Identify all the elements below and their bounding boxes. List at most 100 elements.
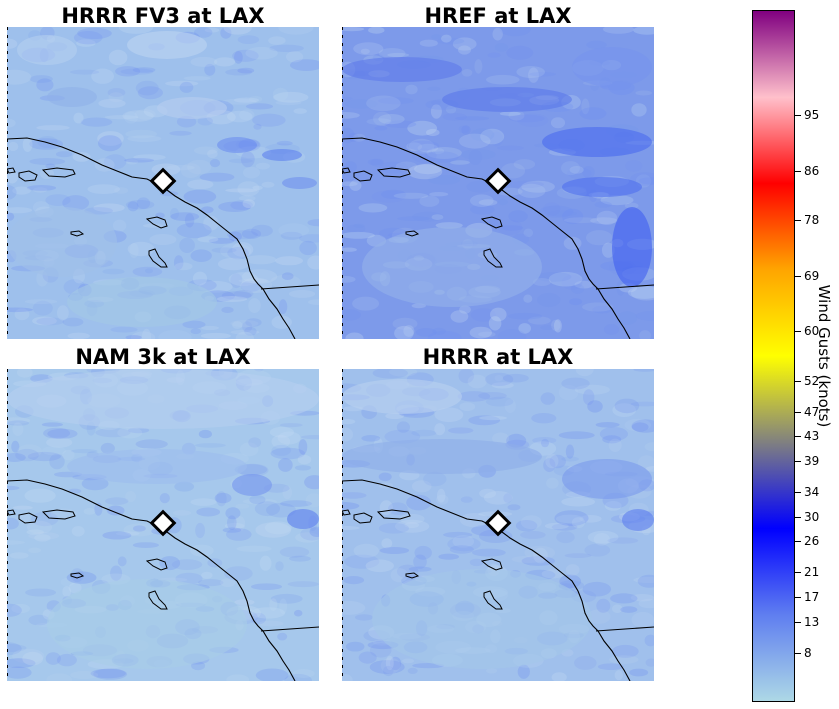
colorbar-tick (795, 621, 801, 623)
panel-title-hrrr: HRRR at LAX (422, 345, 574, 369)
colorbar (752, 10, 795, 702)
island-outline (480, 558, 503, 571)
island-outline (148, 590, 168, 610)
island-outline (483, 248, 503, 268)
island-outline (353, 170, 373, 182)
island-outline (483, 590, 503, 610)
panel-title-hrrr-fv3: HRRR FV3 at LAX (61, 4, 265, 28)
map-panel-nam-3k (7, 369, 319, 681)
wind-gust-patch (47, 579, 247, 669)
wind-gust-patch (562, 459, 652, 499)
island-outline (7, 509, 16, 516)
island-outline (405, 572, 420, 579)
station-marker-diamond (484, 509, 512, 537)
colorbar-tick-label: 21 (804, 565, 820, 580)
coastline (342, 137, 631, 339)
wind-gust-patch (232, 474, 272, 496)
map-panel-hrrr-fv3 (7, 27, 319, 339)
wind-gust-patch (287, 509, 319, 529)
coastline (342, 479, 631, 681)
colorbar-tick-label: 17 (804, 589, 820, 604)
colorbar-tick (795, 220, 801, 222)
island-outline (70, 230, 85, 237)
colorbar-tick-label: 13 (804, 614, 820, 629)
colorbar-tick (795, 436, 801, 438)
wind-gust-patch (127, 31, 207, 59)
map-panel-hrrr (342, 369, 654, 681)
island-outline (7, 167, 16, 174)
wind-gust-patch (622, 509, 654, 531)
colorbar-tick (795, 596, 801, 598)
colorbar-tick (795, 275, 801, 277)
colorbar-tick (795, 652, 801, 654)
panel-title-nam-3k: NAM 3k at LAX (75, 345, 251, 369)
coastline (7, 479, 296, 681)
island-outline (342, 167, 351, 174)
map-panel-href (342, 27, 654, 339)
island-outline (145, 216, 168, 229)
colorbar-tick-label: 47 (804, 404, 820, 419)
wind-gust-patch (542, 127, 652, 157)
island-outline (376, 167, 411, 178)
border-line (595, 626, 654, 632)
wind-gust-patch (47, 87, 97, 107)
colorbar-tick (795, 491, 801, 493)
colorbar-label: Wind Gusts (knots) (815, 284, 833, 428)
colorbar-tick (795, 516, 801, 518)
island-outline (405, 230, 420, 237)
wind-gust-patch (342, 439, 542, 474)
colorbar-tick-label: 8 (804, 645, 812, 660)
panel-title-href: HREF at LAX (424, 4, 572, 28)
wind-gust-patch (7, 369, 319, 429)
island-outline (18, 170, 38, 182)
colorbar-tick (795, 380, 801, 382)
wind-gust-patch (362, 227, 542, 307)
station-marker-diamond (484, 167, 512, 195)
colorbar-tick (795, 170, 801, 172)
island-outline (342, 509, 351, 516)
colorbar-tick-label: 95 (804, 108, 820, 123)
coastline (7, 137, 296, 339)
wind-gust-patch (282, 177, 317, 189)
island-outline (41, 509, 76, 520)
colorbar-tick (795, 115, 801, 117)
wind-gust-patch (67, 277, 217, 327)
colorbar-tick-label: 86 (804, 163, 820, 178)
wind-gust-patch (17, 35, 77, 65)
border-line (260, 284, 319, 290)
colorbar-tick-label: 34 (804, 484, 820, 499)
colorbar-tick-label: 69 (804, 268, 820, 283)
island-outline (376, 509, 411, 520)
colorbar-tick-label: 30 (804, 509, 820, 524)
wind-gust-patch (342, 379, 462, 414)
colorbar-tick (795, 541, 801, 543)
wind-gust-patch (442, 87, 572, 112)
border-line (595, 284, 654, 290)
wind-gust-patch (157, 97, 227, 119)
wind-gust-patch (612, 207, 652, 287)
colorbar-tick-label: 43 (804, 429, 820, 444)
wind-gust-patch (372, 569, 592, 669)
colorbar-tick (795, 572, 801, 574)
island-outline (353, 512, 373, 524)
island-outline (41, 167, 76, 178)
colorbar-tick-label: 26 (804, 534, 820, 549)
colorbar-tick-label: 39 (804, 454, 820, 469)
colorbar-tick-label: 52 (804, 373, 820, 388)
colorbar-tick (795, 411, 801, 413)
island-outline (145, 558, 168, 571)
station-marker-diamond (149, 167, 177, 195)
wind-gust-patch (562, 177, 642, 197)
colorbar-tick-label: 78 (804, 213, 820, 228)
island-outline (148, 248, 168, 268)
wind-gust-patch (217, 137, 257, 153)
border-line (260, 626, 319, 632)
wind-gust-patch (262, 149, 302, 161)
station-marker-diamond (149, 509, 177, 537)
island-outline (480, 216, 503, 229)
wind-gust-patch (342, 57, 462, 82)
colorbar-tick (795, 461, 801, 463)
colorbar-tick (795, 331, 801, 333)
island-outline (70, 572, 85, 579)
island-outline (18, 512, 38, 524)
